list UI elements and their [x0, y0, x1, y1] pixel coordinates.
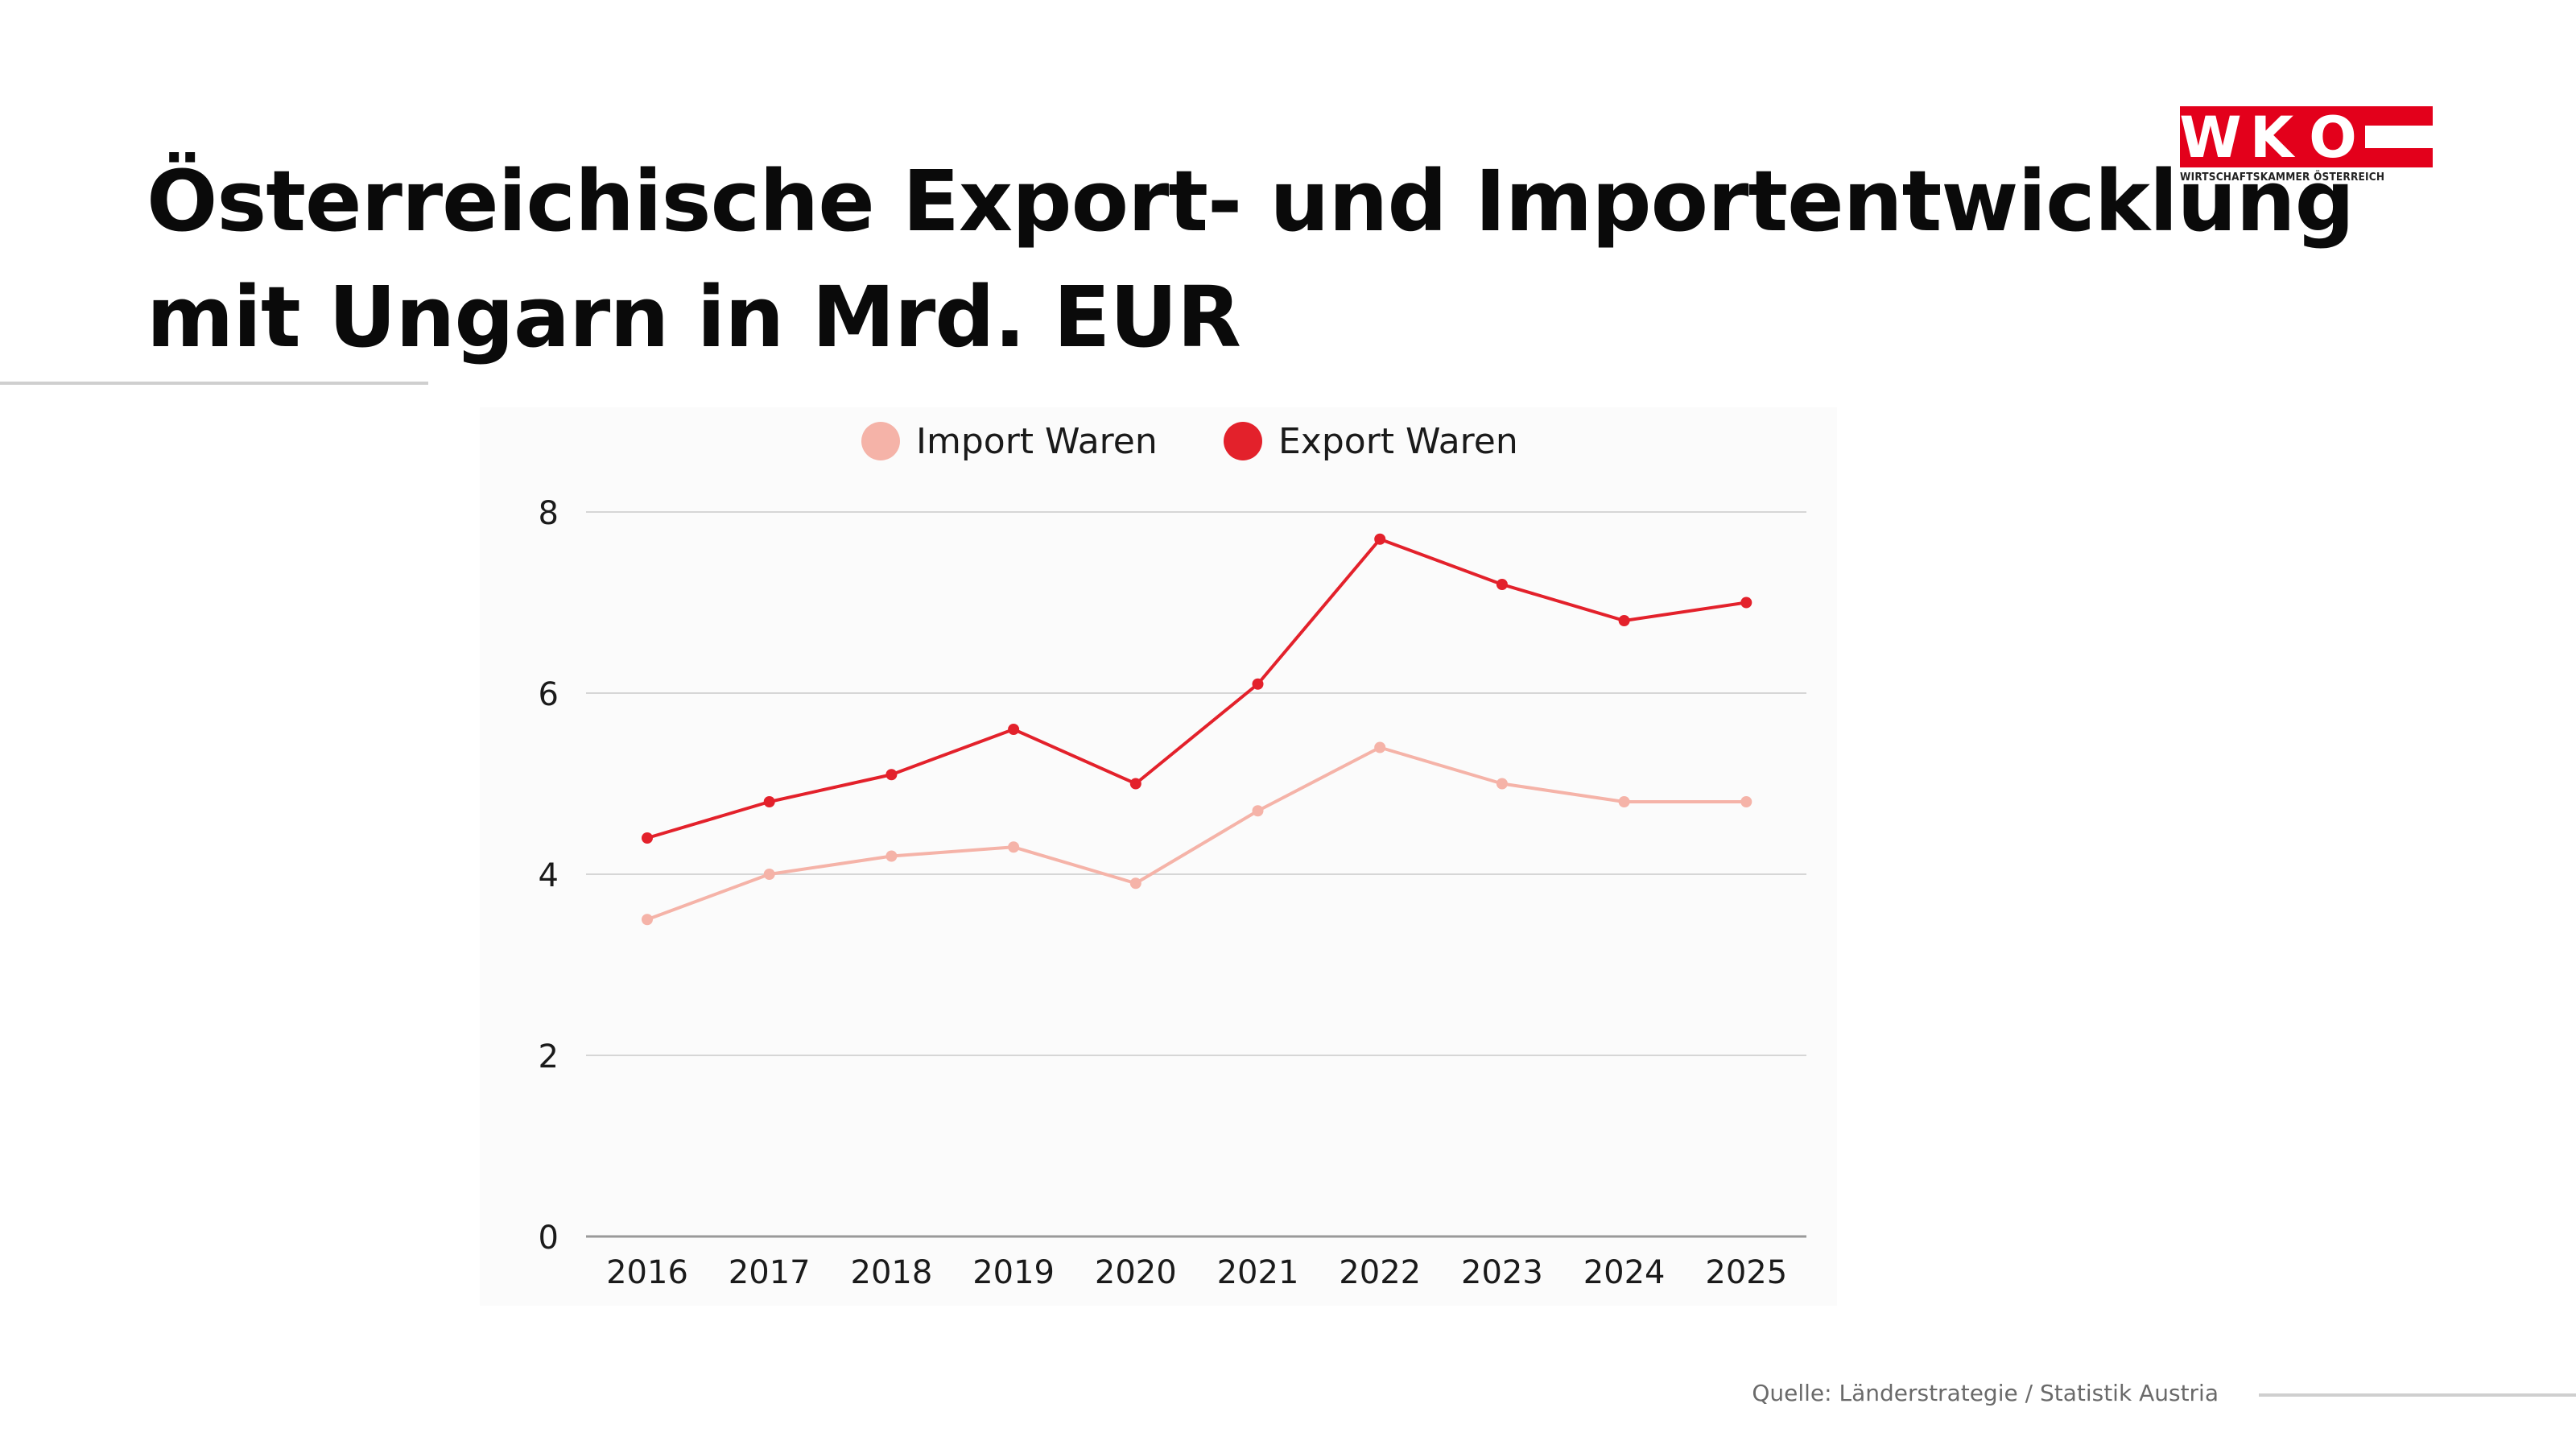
data-point-import-waren-2017 [763, 869, 775, 880]
data-point-import-waren-2024 [1618, 796, 1630, 807]
x-tick-label-2022: 2022 [1339, 1254, 1421, 1291]
data-point-export-waren-2018 [886, 769, 898, 781]
wko-logo-mark: W K O [2180, 106, 2433, 169]
data-point-export-waren-2021 [1252, 678, 1264, 690]
wko-logo-flag-top [2365, 106, 2433, 126]
data-point-export-waren-2016 [642, 832, 653, 844]
data-point-export-waren-2023 [1496, 579, 1508, 590]
y-tick-label-8: 8 [539, 495, 559, 532]
y-tick-label-6: 6 [539, 676, 559, 713]
data-point-import-waren-2019 [1008, 841, 1020, 853]
data-point-import-waren-2020 [1129, 877, 1141, 890]
series-line-import-waren [646, 745, 1748, 922]
data-point-export-waren-2025 [1740, 597, 1752, 609]
page-title-line-1: Österreichische Export- und Importentwic… [147, 152, 2355, 250]
page-title: Österreichische Export- und Importentwic… [147, 143, 2355, 375]
page-title-line-2: mit Ungarn in Mrd. EUR [147, 268, 1241, 366]
y-tick-label-0: 0 [539, 1220, 559, 1257]
legend-marker-export-waren [1224, 422, 1262, 460]
data-point-import-waren-2018 [886, 850, 898, 862]
x-tick-label-2018: 2018 [851, 1254, 933, 1291]
data-point-export-waren-2017 [763, 796, 775, 807]
chart-y-axis: 0 2 4 6 8 [539, 495, 559, 1257]
source-divider [2259, 1393, 2576, 1397]
y-tick-label-2: 2 [539, 1038, 559, 1075]
x-tick-label-2023: 2023 [1461, 1254, 1543, 1291]
wko-logo: W K O WIRTSCHAFTSKAMMER ÖSTERREICH [2180, 106, 2433, 187]
wko-logo-subtitle: WIRTSCHAFTSKAMMER ÖSTERREICH [2180, 171, 2385, 184]
data-point-import-waren-2023 [1496, 778, 1508, 790]
data-point-import-waren-2025 [1740, 796, 1752, 807]
source-note: Quelle: Länderstrategie / Statistik Aust… [1752, 1380, 2219, 1406]
x-tick-label-2021: 2021 [1217, 1254, 1299, 1291]
x-tick-label-2025: 2025 [1705, 1254, 1787, 1291]
wko-logo-flag-bottom [2365, 148, 2433, 167]
chart-series [642, 533, 1752, 926]
wko-logo-letter-k: K [2250, 106, 2296, 169]
wko-logo-letter-o: O [2309, 106, 2357, 169]
x-tick-label-2024: 2024 [1583, 1254, 1666, 1291]
wko-logo-letter-box [2180, 106, 2365, 167]
series-line-export-waren [646, 537, 1748, 840]
data-point-export-waren-2019 [1008, 724, 1020, 735]
legend-label-export-waren: Export Waren [1278, 421, 1518, 462]
legend-marker-import-waren [861, 422, 900, 460]
x-tick-label-2019: 2019 [972, 1254, 1055, 1291]
x-tick-label-2017: 2017 [729, 1254, 811, 1291]
title-divider [0, 382, 428, 385]
data-point-export-waren-2024 [1618, 615, 1630, 626]
wko-logo-letter-w: W [2180, 106, 2242, 169]
data-point-export-waren-2020 [1129, 778, 1141, 790]
x-tick-label-2016: 2016 [606, 1254, 688, 1291]
y-tick-label-4: 4 [539, 857, 559, 894]
data-point-import-waren-2022 [1374, 741, 1386, 753]
data-point-import-waren-2021 [1252, 805, 1264, 817]
data-point-export-waren-2022 [1374, 533, 1386, 545]
legend-label-import-waren: Import Waren [916, 421, 1158, 462]
chart-x-axis: 2016 2017 2018 2019 2020 2021 2022 2023 2024 2025 [606, 1254, 1787, 1291]
chart-gridlines [586, 511, 1806, 1238]
x-tick-label-2020: 2020 [1095, 1254, 1177, 1291]
chart-legend: Import Waren Export Waren [861, 421, 1518, 462]
data-point-import-waren-2016 [642, 914, 653, 926]
